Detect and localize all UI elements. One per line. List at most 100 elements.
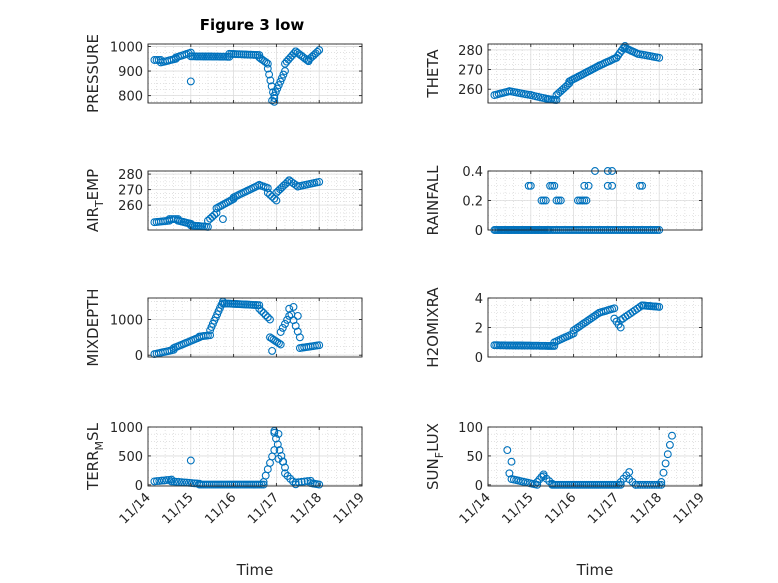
data-point (655, 302, 664, 311)
y-tick-label: 0 (475, 479, 483, 494)
subplot-7: 0 500 1000 11/14 11/15 11/16 11/17 11/18 11/19 TE… (84, 421, 368, 579)
y-tick-label: 4 (475, 292, 483, 307)
x-tick-label: 11/14 (457, 490, 494, 527)
y-tick-label: 0 (475, 351, 483, 366)
data-point (638, 181, 647, 190)
data-point (205, 480, 214, 489)
data-point (186, 456, 195, 465)
data-point (591, 311, 600, 320)
data-point (533, 478, 542, 486)
data-point (220, 480, 229, 489)
data-point (548, 181, 557, 190)
data-point (661, 459, 670, 468)
y-tick-label: 0 (475, 224, 483, 239)
data-point (550, 341, 559, 350)
y-axis-label: RAINFALL (424, 165, 442, 236)
data-point (289, 302, 298, 311)
data-point (276, 328, 285, 336)
subplot-8: 0 50 100 11/14 11/15 11/16 11/17 11/18 11/19 SUNF… (424, 421, 708, 579)
data-point (263, 64, 272, 73)
data-point (668, 431, 676, 440)
data-point (281, 319, 289, 328)
data-point (289, 49, 298, 58)
data-point (272, 434, 280, 443)
x-tick-label: 11/17 (245, 490, 282, 527)
y-axis-label: SUNFLUX (424, 423, 446, 490)
y-tick-label: 100 (458, 421, 483, 436)
y-axis-label: TERRMSL (84, 422, 106, 491)
data-point (663, 450, 672, 459)
y-tick-label: 280 (458, 44, 483, 59)
data-point (297, 477, 306, 486)
data-point (263, 188, 272, 197)
data-point (541, 196, 550, 205)
data-point (155, 476, 164, 485)
data-point (596, 480, 605, 489)
plot-area (488, 44, 702, 103)
subplot-2: 260 270 280 THETA (424, 42, 703, 104)
data-point (603, 181, 612, 190)
data-point (240, 480, 249, 489)
data-point (234, 480, 243, 489)
data-point (257, 480, 266, 489)
data-point (167, 477, 176, 486)
data-point (539, 196, 548, 205)
data-point (537, 196, 546, 205)
data-point (546, 181, 555, 190)
y-tick-label: 900 (118, 65, 143, 80)
x-axis-label: Time (236, 561, 274, 579)
data-point (265, 70, 274, 79)
data-point (162, 476, 171, 485)
data-point (665, 440, 674, 449)
data-point (580, 196, 589, 205)
axes-box (147, 43, 363, 104)
subplot-4: 0 0.2 0.4 RAINFALL (424, 165, 703, 239)
data-point (259, 309, 268, 317)
data-point (257, 306, 266, 315)
y-axis-label: THETA (424, 49, 442, 99)
axes-box (147, 170, 363, 231)
data-point (584, 181, 593, 190)
data-point (575, 322, 584, 331)
axes-box (487, 426, 703, 487)
data-point (552, 196, 561, 205)
data-point (266, 76, 275, 85)
data-point (172, 477, 181, 486)
data-point (263, 313, 272, 322)
data-point (635, 181, 644, 190)
data-point (657, 478, 666, 486)
data-point (571, 325, 580, 334)
data-point (247, 480, 256, 489)
data-point (278, 457, 287, 466)
data-point (286, 474, 295, 483)
subplot-5: 0 1000 MIXDEPTH (84, 288, 363, 367)
x-tick-label: 11/15 (500, 490, 537, 527)
y-tick-label: 1000 (110, 421, 143, 436)
data-point (581, 318, 590, 327)
data-point (197, 480, 206, 489)
y-tick-label: 0.4 (462, 165, 483, 180)
y-axis-label: PRESSURE (84, 34, 102, 113)
data-point (278, 323, 287, 332)
data-point (268, 96, 277, 105)
x-tick-label: 11/18 (628, 490, 665, 527)
data-point (507, 457, 516, 466)
data-point (582, 196, 591, 205)
data-point (578, 196, 587, 205)
data-point (266, 315, 274, 324)
data-point (568, 480, 577, 489)
data-point (556, 196, 565, 205)
data-point (212, 208, 221, 217)
data-point (569, 329, 578, 338)
y-tick-label: 0 (135, 349, 143, 364)
data-point (268, 192, 277, 201)
data-point (152, 477, 161, 486)
data-point (207, 480, 216, 489)
data-point (580, 181, 589, 190)
data-point (283, 472, 292, 480)
y-axis-label: H2OMIXRA (424, 287, 442, 368)
data-point (608, 181, 617, 190)
y-tick-label: 1000 (110, 40, 143, 55)
